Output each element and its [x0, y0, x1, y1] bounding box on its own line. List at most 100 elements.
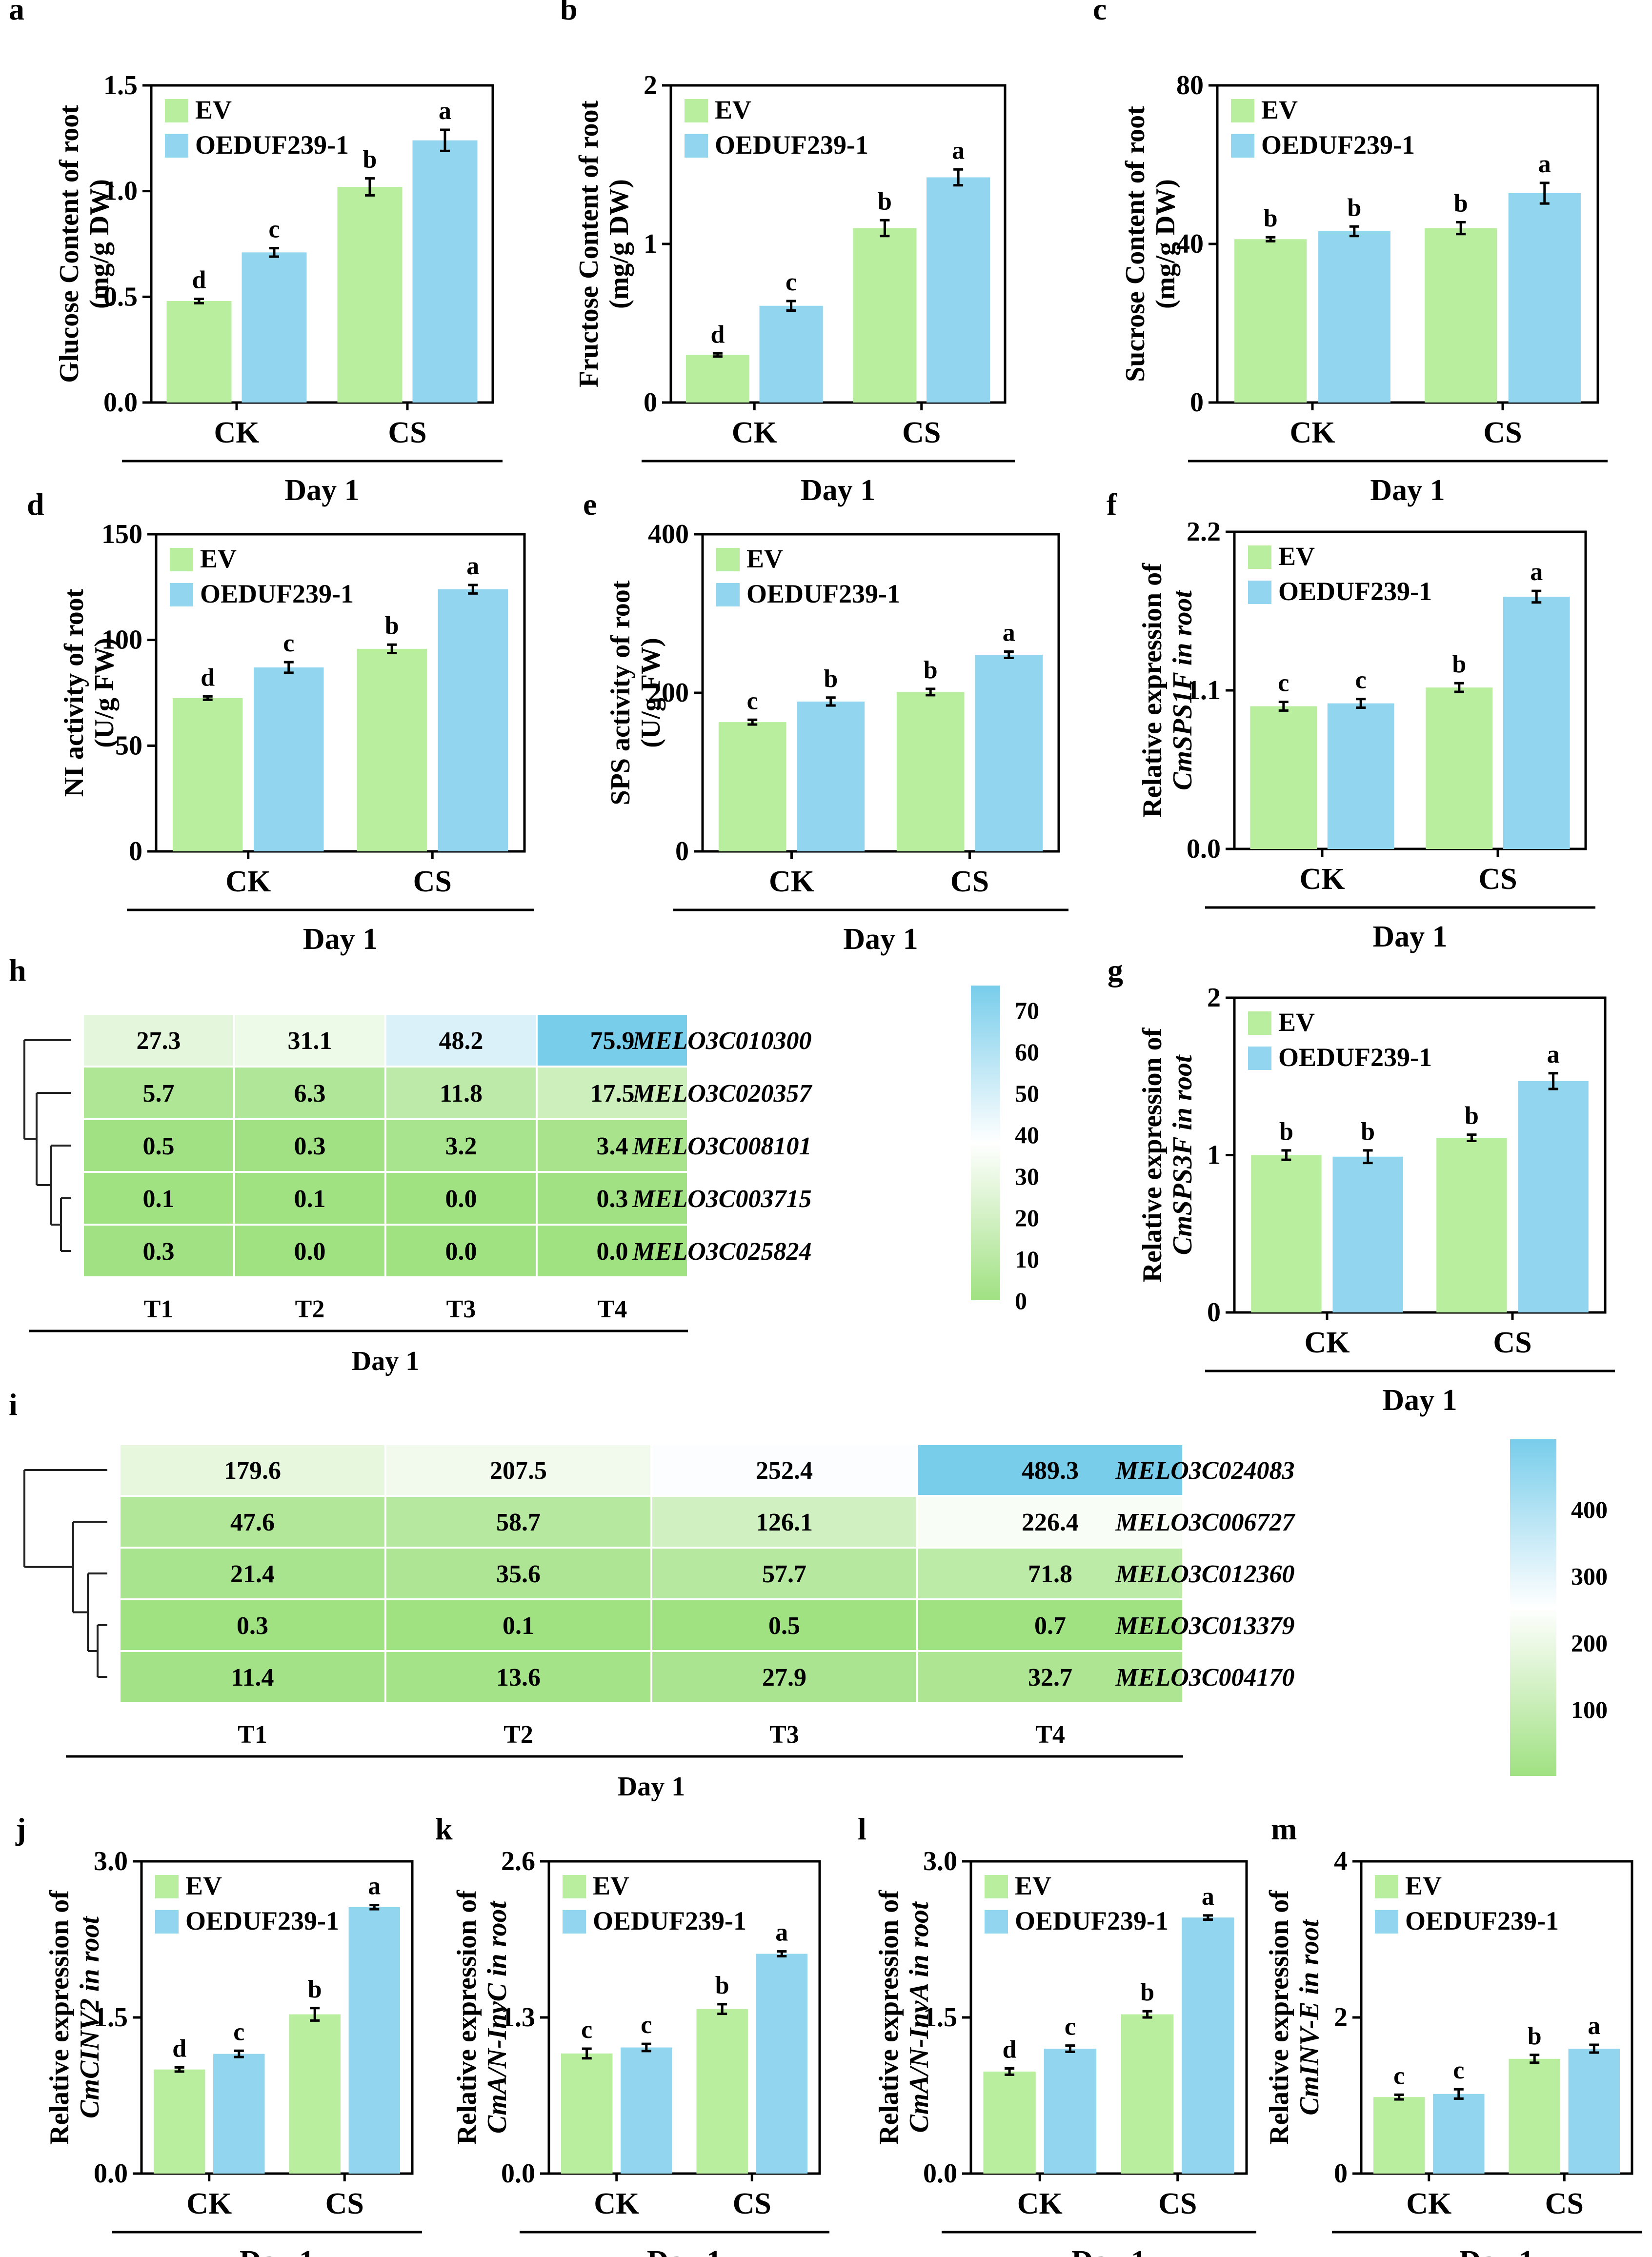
- significance-letter: b: [1279, 1118, 1293, 1146]
- panel-letter: b: [560, 0, 578, 26]
- legend-swatch-OEDUF239-1: [985, 1910, 1008, 1934]
- bar-EV-CS: [696, 2009, 748, 2174]
- heat-cell: [916, 1650, 1184, 1704]
- bar-OEDUF239-1-CK: [1433, 2094, 1485, 2174]
- y-axis-title-line: (U/g FW): [89, 638, 120, 748]
- y-axis-title-line: Relative expression of: [452, 1890, 482, 2145]
- legend-swatch-EV: [1231, 99, 1254, 122]
- significance-letter: b: [1361, 1118, 1375, 1146]
- significance-letter: b: [385, 612, 399, 640]
- heat-cell: [384, 1066, 538, 1120]
- y-tick-label: 100: [101, 625, 142, 655]
- heat-cell-value: 252.4: [756, 1457, 813, 1485]
- legend-swatch-OEDUF239-1: [1375, 1910, 1398, 1934]
- legend-swatch-OEDUF239-1: [1248, 581, 1271, 604]
- bar-OEDUF239-1-CS: [975, 655, 1043, 851]
- significance-letter: a: [466, 552, 479, 580]
- panel-m: m 0 2 4 Relative expression of CmINV-E in roo…: [1264, 1812, 1642, 2257]
- legend-label: EV: [1278, 542, 1315, 571]
- heat-cell-value: 75.9: [590, 1027, 635, 1055]
- y-tick-label: 0.0: [923, 2158, 957, 2189]
- bar-EV-CS: [337, 187, 403, 403]
- y-tick-label: 1: [644, 229, 657, 259]
- bar-EV-CK: [153, 2069, 205, 2174]
- heat-cell-value: 32.7: [1028, 1664, 1072, 1692]
- y-axis-title-line: Relative expression of: [874, 1890, 904, 2145]
- heat-cell-value: 35.6: [496, 1560, 541, 1588]
- y-tick-label: 150: [101, 519, 142, 549]
- heat-cell-value: 3.2: [445, 1132, 477, 1160]
- y-tick-label: 3.0: [923, 1846, 957, 1876]
- legend-swatch-EV: [563, 1875, 586, 1898]
- legend-label: EV: [593, 1871, 629, 1900]
- x-tick-label: CK: [594, 2187, 639, 2220]
- legend-label: OEDUF239-1: [1261, 130, 1415, 160]
- bar-OEDUF239-1-CK: [1318, 231, 1390, 403]
- heat-cell-value: 0.3: [143, 1238, 175, 1266]
- bar-OEDUF239-1-CK: [213, 2054, 265, 2174]
- y-axis-title-line: (mg/g DW): [1150, 179, 1181, 309]
- heat-cell-value: 489.3: [1022, 1457, 1079, 1485]
- y-axis-title-line: CmCINV2 in root: [75, 1916, 105, 2118]
- legend-swatch-EV: [165, 99, 188, 122]
- heat-cell: [119, 1547, 386, 1600]
- y-tick-label: 0: [1190, 387, 1204, 418]
- heat-cell-value: 58.7: [496, 1509, 541, 1536]
- bar-OEDUF239-1-CS: [1518, 1081, 1589, 1312]
- bar-EV-CK: [983, 2071, 1036, 2174]
- column-label: T1: [238, 1721, 267, 1749]
- legend-label: OEDUF239-1: [185, 1906, 339, 1935]
- x-axis-title: Day 1: [240, 2245, 314, 2257]
- x-axis-title: Day 1: [1459, 2245, 1534, 2257]
- heat-cell-value: 27.9: [762, 1664, 806, 1692]
- significance-letter: c: [283, 629, 294, 657]
- significance-letter: b: [1264, 204, 1278, 232]
- legend-swatch-EV: [1248, 545, 1271, 569]
- y-tick-label: 0.0: [1187, 834, 1221, 864]
- heat-cell: [384, 1224, 538, 1278]
- y-axis-title-line: Glucose Content of root: [54, 105, 84, 383]
- significance-letter: c: [1355, 666, 1367, 694]
- x-tick-label: CS: [388, 416, 426, 449]
- row-label: MELO3C008101: [632, 1132, 812, 1160]
- x-tick-label: CK: [214, 416, 260, 449]
- x-axis-title: Day 1: [352, 1346, 419, 1376]
- significance-letter: a: [1003, 619, 1015, 647]
- heat-cell-value: 3.4: [597, 1132, 628, 1160]
- y-tick-label: 1: [1207, 1140, 1221, 1170]
- y-tick-label: 0.0: [501, 2158, 535, 2189]
- heat-cell-value: 31.1: [288, 1027, 332, 1055]
- heat-cell-value: 0.5: [143, 1132, 175, 1160]
- x-axis-title: Day 1: [1372, 920, 1447, 953]
- x-tick-label: CS: [902, 416, 941, 449]
- y-tick-label: 0: [644, 387, 657, 418]
- significance-letter: d: [172, 2035, 186, 2062]
- x-axis-title: Day 1: [284, 474, 359, 507]
- legend-label: EV: [715, 95, 751, 124]
- significance-letter: c: [1278, 669, 1289, 697]
- heat-cell-value: 71.8: [1028, 1560, 1072, 1588]
- y-axis-title-line: Fructose Content of root: [574, 100, 604, 387]
- bar-OEDUF239-1-CS: [756, 1954, 808, 2174]
- x-tick-label: CS: [1158, 2187, 1197, 2220]
- y-tick-label: 1.0: [103, 176, 138, 206]
- significance-letter: c: [1393, 2062, 1405, 2090]
- significance-letter: a: [1538, 150, 1551, 178]
- x-tick-label: CK: [1290, 416, 1335, 449]
- plot-frame: [150, 84, 494, 404]
- colorbar-tick-label: 70: [1015, 997, 1039, 1024]
- colorbar-tick-label: 10: [1015, 1246, 1039, 1273]
- legend-label: EV: [1015, 1871, 1051, 1900]
- y-tick-label: 3.0: [94, 1846, 128, 1876]
- panel-e: e 0 200 400 SPS activity of root (U/g FW) CK c b…: [583, 487, 1068, 956]
- y-tick-label: 2.2: [1187, 517, 1221, 547]
- significance-letter: b: [1140, 1978, 1154, 2006]
- bar-OEDUF239-1-CS: [1503, 596, 1570, 849]
- column-label: T3: [769, 1721, 799, 1749]
- y-tick-label: 0.5: [103, 282, 138, 312]
- panel-letter: i: [9, 1387, 18, 1422]
- significance-letter: c: [1065, 2013, 1076, 2041]
- x-axis-title: Day 1: [843, 923, 918, 956]
- significance-letter: a: [775, 1919, 788, 1947]
- x-tick-label: CK: [769, 865, 814, 898]
